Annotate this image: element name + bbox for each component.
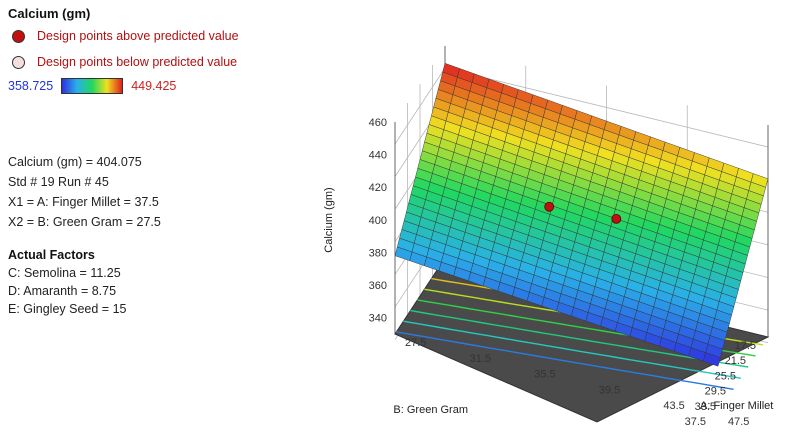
factor-d: D: Amaranth = 8.75 <box>8 284 117 298</box>
design-point <box>611 213 622 224</box>
surface-cell <box>703 352 721 367</box>
z-tick-label: 460 <box>369 117 387 129</box>
floor-contour-line <box>410 309 749 368</box>
above-dot-icon <box>12 29 25 43</box>
factor-e: E: Gingley Seed = 15 <box>8 302 127 316</box>
b-tick-label: 25.5 <box>715 370 736 382</box>
factor-c: C: Semolina = 11.25 <box>8 266 121 280</box>
a-tick-label: 39.5 <box>599 384 620 396</box>
floor-contour-line <box>396 331 734 390</box>
a-tick-label: 47.5 <box>728 416 749 428</box>
z-tick-label: 360 <box>369 280 387 292</box>
info-line-4: X2 = B: Green Gram = 27.5 <box>8 215 161 229</box>
info-line-1: Calcium (gm) = 404.075 <box>8 155 142 169</box>
scale-max: 449.425 <box>131 79 177 93</box>
a-tick-label: 43.5 <box>663 400 684 412</box>
a-tick-label: 27.5 <box>405 337 426 349</box>
point-info: Calcium (gm) = 404.075 Std # 19 Run # 45… <box>8 152 161 232</box>
b-axis-label: B: Green Gram <box>393 404 468 416</box>
b-tick-label: 21.5 <box>725 355 746 367</box>
factors-title: Actual Factors <box>8 248 95 262</box>
actual-factors: Actual Factors C: Semolina = 11.25 D: Am… <box>8 246 126 318</box>
info-line-2: Std # 19 Run # 45 <box>8 175 109 189</box>
legend: Calcium (gm) Design points above predict… <box>8 6 308 95</box>
z-axis-label: Calcium (gm) <box>323 187 335 252</box>
color-scale-bar <box>61 78 124 94</box>
legend-above-label: Design points above predicted value <box>37 29 239 43</box>
floor-contour-line <box>403 320 742 379</box>
z-tick-label: 340 <box>369 313 387 325</box>
z-tick-label: 440 <box>369 150 387 162</box>
b-tick-label: 33.5 <box>695 401 716 413</box>
b-tick-label: 37.5 <box>685 416 706 428</box>
legend-below: Design points below predicted value <box>8 51 308 73</box>
b-tick-label: 17.5 <box>735 340 756 352</box>
legend-title: Calcium (gm) <box>8 6 91 21</box>
legend-above: Design points above predicted value <box>8 25 308 47</box>
info-line-3: X1 = A: Finger Millet = 37.5 <box>8 195 159 209</box>
legend-below-label: Design points below predicted value <box>37 55 238 69</box>
z-tick-label: 400 <box>369 215 387 227</box>
a-tick-label: 35.5 <box>534 369 555 381</box>
a-axis-label: A: Finger Millet <box>700 400 773 412</box>
a-tick-label: 31.5 <box>470 353 491 365</box>
color-scale: 358.725 449.425 <box>8 77 308 95</box>
z-tick-label: 420 <box>369 182 387 194</box>
below-dot-icon <box>12 55 25 69</box>
z-tick-label: 380 <box>369 248 387 260</box>
b-tick-label: 29.5 <box>705 386 726 398</box>
scale-min: 358.725 <box>8 79 54 93</box>
design-point <box>544 201 555 212</box>
